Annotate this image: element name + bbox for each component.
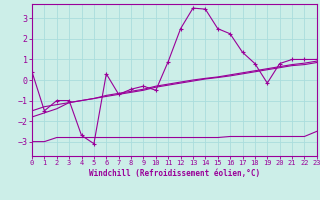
X-axis label: Windchill (Refroidissement éolien,°C): Windchill (Refroidissement éolien,°C) bbox=[89, 169, 260, 178]
